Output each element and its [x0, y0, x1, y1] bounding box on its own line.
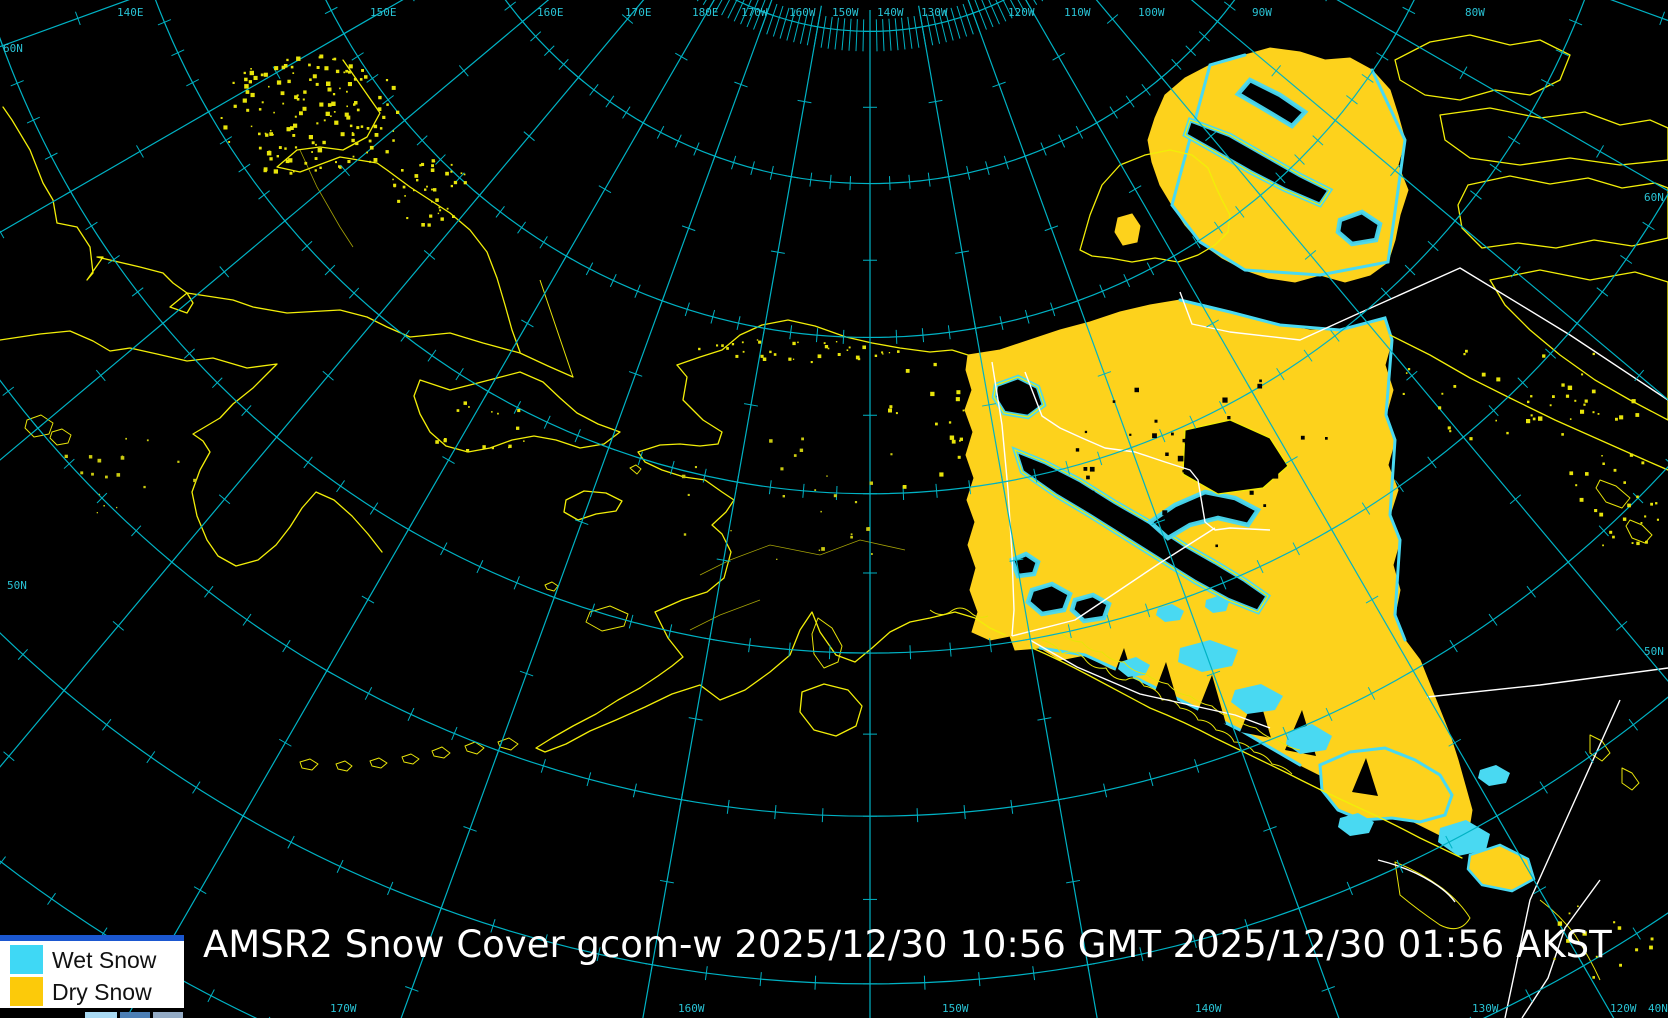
alaska-bc-border [1029, 639, 1271, 729]
graticule-label: 140W [877, 6, 904, 19]
arctic-island [1394, 34, 1571, 101]
graticule-label: 120W [1008, 6, 1035, 19]
siberia-coast [186, 292, 574, 378]
kamchatka-coast [0, 330, 383, 567]
kodiak-island [799, 683, 863, 737]
banks-island [1079, 149, 1231, 263]
graticule-label: 90W [1252, 6, 1272, 19]
baffin-island [1489, 269, 1668, 421]
map-title: AMSR2 Snow Cover gcom-w 2025/12/30 10:56… [203, 923, 1612, 966]
graticule-label: 110W [1064, 6, 1091, 19]
wet-snow-label: Wet Snow [52, 947, 157, 973]
wet-snow-swatch [10, 945, 43, 974]
alaska-north-coast [676, 319, 969, 366]
alaska-peninsula-coast [535, 611, 1006, 753]
graticule-label: 50N [7, 579, 27, 592]
graticule-label: 120W [1610, 1002, 1637, 1015]
kenai-coast [811, 617, 843, 669]
graticule-labels: 140E 150E 160E 170E 180E 170W 160W 150W 140W 130W… [3, 6, 1668, 1015]
cutoff-element [85, 1012, 183, 1018]
nunivak-island [585, 605, 629, 632]
nunavut-mainland-coast [1389, 334, 1668, 471]
dry-snow-label: Dry Snow [52, 979, 152, 1005]
dry-snow-patch [1114, 213, 1141, 246]
graticule-label: 40N [1648, 1002, 1668, 1015]
kuskokwim-river [689, 599, 761, 631]
chukotka-coast [413, 371, 621, 453]
border-segment [1426, 667, 1668, 698]
graticule-label: 160E [537, 6, 564, 19]
bc-alberta-border [1504, 699, 1621, 1018]
graticule-label: 170E [625, 6, 652, 19]
nwt-nunavut-border [1179, 267, 1668, 401]
graticule-label: 160W [789, 6, 816, 19]
graticule-label: 180E [692, 6, 719, 19]
terrain-speckle-layer [64, 54, 1659, 979]
yukon-bc-border [1011, 527, 1216, 637]
alaska-west-coast [637, 364, 735, 689]
graticule-label: 140W [1195, 1002, 1222, 1015]
legend-accent-bar [0, 935, 184, 941]
graticule-label: 130W [1472, 1002, 1499, 1015]
graticule-label: 130W [921, 6, 948, 19]
arctic-island [1457, 175, 1668, 249]
graticule-label: 60N [1644, 191, 1664, 204]
dry-snow-swatch [10, 977, 43, 1006]
graticule-label: 80W [1465, 6, 1485, 19]
graticule-label: 60N [3, 42, 23, 55]
graticule-label: 150E [370, 6, 397, 19]
graticule-label: 100W [1138, 6, 1165, 19]
graticule-label: 50N [1644, 645, 1664, 658]
arctic-island [1439, 107, 1668, 166]
siberia-coast [2, 106, 194, 314]
graticule-label: 170W [741, 6, 768, 19]
aleutian-islands [299, 737, 519, 772]
graticule-label: 150W [942, 1002, 969, 1015]
yukon-nwt-border [1024, 371, 1271, 531]
white-coast [1521, 879, 1601, 1018]
border-layer [991, 267, 1668, 1018]
st-lawrence-island [563, 490, 623, 521]
yukon-river [699, 539, 906, 576]
legend: Wet Snow Dry Snow [0, 935, 184, 1018]
panhandle-coast [1029, 646, 1463, 859]
queen-charlotte-islands [1394, 861, 1471, 930]
graticule-label: 170W [330, 1002, 357, 1015]
dry-snow-se-patch [1318, 746, 1454, 824]
chukotka-coast [276, 59, 521, 353]
prince-william-sound [929, 607, 989, 618]
graticule-label: 140E [117, 6, 144, 19]
dry-snow-se-patch [1466, 843, 1536, 893]
graticule-label: 150W [832, 6, 859, 19]
graticule-label: 160W [678, 1002, 705, 1015]
